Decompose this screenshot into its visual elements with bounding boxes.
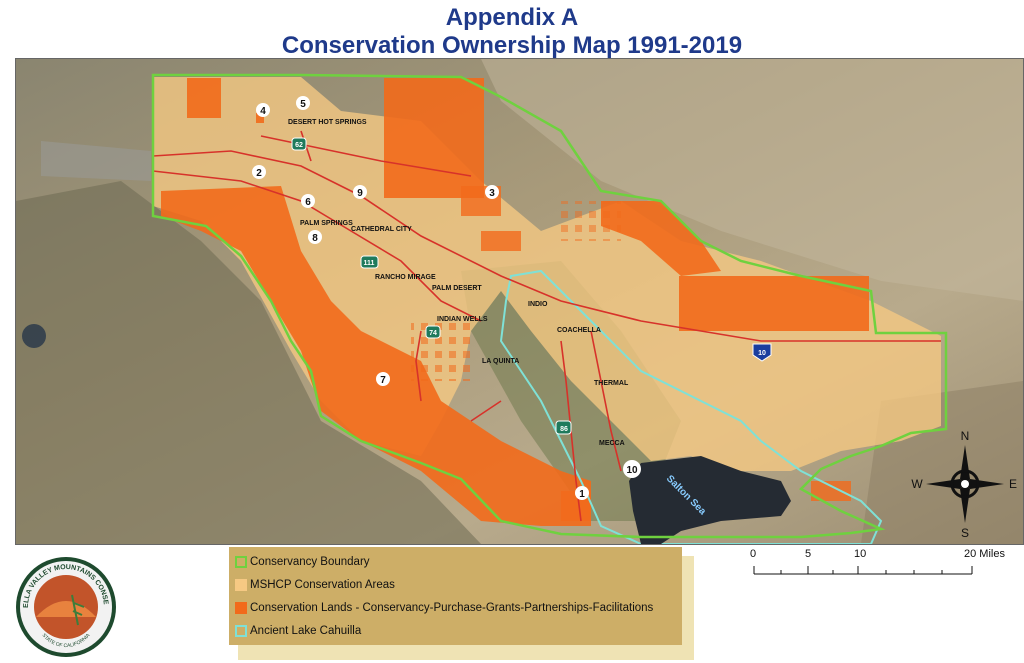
scale-label-0: 0	[750, 548, 757, 560]
svg-text:5: 5	[300, 99, 306, 110]
svg-text:86: 86	[560, 426, 568, 433]
marker-3: 3	[485, 185, 499, 199]
map-svg: DESERT HOT SPRINGS PALM SPRINGS CATHEDRA…	[16, 59, 1023, 544]
marker-9: 9	[353, 185, 367, 199]
svg-text:8: 8	[312, 233, 318, 244]
svg-text:10: 10	[626, 465, 638, 476]
scale-bar: 0 5 10 20 Miles	[748, 548, 1018, 588]
city-area-west	[41, 141, 151, 181]
label-coachella: COACHELLA	[557, 327, 601, 334]
svg-text:1: 1	[579, 489, 585, 500]
conservation-grid-texture	[411, 321, 471, 381]
legend: Conservancy Boundary MSHCP Conservation …	[229, 547, 682, 645]
farm-area	[461, 261, 681, 521]
legend-label-lake: Ancient Lake Cahuilla	[250, 625, 362, 637]
label-palm-desert: PALM DESERT	[432, 285, 482, 292]
svg-text:6: 6	[305, 197, 311, 208]
svg-text:2: 2	[256, 168, 262, 179]
svg-text:62: 62	[295, 142, 303, 149]
legend-item-lake: Ancient Lake Cahuilla	[235, 623, 361, 639]
svg-text:4: 4	[260, 106, 266, 117]
compass-w: W	[911, 477, 923, 491]
map-area: DESERT HOT SPRINGS PALM SPRINGS CATHEDRA…	[15, 58, 1024, 545]
label-cathedral-city: CATHEDRAL CITY	[351, 226, 412, 233]
highway-10-shield: 10	[752, 343, 772, 362]
conservation-swatch	[235, 602, 247, 614]
conservancy-boundary	[151, 73, 948, 539]
label-rancho-mirage: RANCHO MIRAGE	[375, 274, 436, 281]
map-title-line1: Appendix A	[445, 4, 579, 31]
marker-7: 7	[376, 372, 390, 386]
svg-text:10: 10	[758, 350, 766, 357]
marker-4: 4	[256, 103, 270, 117]
marker-10: 10	[623, 460, 641, 478]
lake-swatch	[235, 625, 247, 637]
svg-text:111: 111	[364, 260, 375, 267]
legend-label-mshcp: MSHCP Conservation Areas	[250, 579, 395, 591]
legend-item-conservation: Conservation Lands - Conservancy-Purchas…	[235, 600, 653, 616]
highway-86-shield: 86	[555, 420, 572, 435]
svg-text:74: 74	[429, 330, 437, 337]
mountains-west	[16, 181, 481, 544]
ancient-lake-cahuilla	[499, 269, 883, 544]
svg-text:7: 7	[380, 375, 386, 386]
scale-ruler	[753, 566, 973, 575]
mountains-north	[481, 59, 1023, 301]
label-thermal: THERMAL	[594, 380, 629, 387]
label-palm-springs: PALM SPRINGS	[300, 220, 353, 227]
map-title-line2: Conservation Ownership Map 1991-2019	[281, 32, 743, 59]
marker-5: 5	[296, 96, 310, 110]
legend-item-boundary: Conservancy Boundary	[235, 554, 370, 570]
conservation-grid-texture-2	[561, 201, 621, 241]
lake-west	[22, 324, 46, 348]
scale-label-10: 10	[854, 548, 867, 560]
marker-6: 6	[301, 194, 315, 208]
compass-e: E	[1009, 477, 1017, 491]
highway-74-shield: 74	[425, 325, 441, 339]
label-mecca: MECCA	[599, 440, 625, 447]
label-indio: INDIO	[528, 301, 548, 308]
compass-s: S	[961, 526, 969, 540]
compass-rose: N S W E	[911, 429, 1017, 540]
label-la-quinta: LA QUINTA	[482, 358, 519, 365]
boundary-swatch	[235, 556, 247, 568]
label-desert-hot-springs: DESERT HOT SPRINGS	[288, 119, 367, 126]
highway-111-shield: 111	[360, 255, 379, 269]
svg-text:3: 3	[489, 188, 495, 199]
marker-8: 8	[308, 230, 322, 244]
marker-2: 2	[252, 165, 266, 179]
compass-n: N	[961, 429, 970, 443]
scale-label-20: 20 Miles	[964, 548, 1005, 560]
label-indian-wells: INDIAN WELLS	[437, 316, 488, 323]
mshcp-swatch	[235, 579, 247, 591]
scale-label-5: 5	[805, 548, 812, 560]
roads	[152, 130, 941, 522]
legend-label-conservation: Conservation Lands - Conservancy-Purchas…	[250, 602, 654, 614]
marker-1: 1	[575, 486, 589, 500]
salton-sea	[629, 456, 791, 544]
highway-62-shield: 62	[291, 137, 307, 151]
conservation-lands	[161, 78, 869, 526]
svg-text:9: 9	[357, 188, 363, 199]
conservancy-seal: COACHELLA VALLEY MOUNTAINS CONSERVANCY S…	[9, 550, 120, 658]
legend-label-boundary: Conservancy Boundary	[250, 556, 370, 568]
legend-item-mshcp: MSHCP Conservation Areas	[235, 577, 395, 593]
